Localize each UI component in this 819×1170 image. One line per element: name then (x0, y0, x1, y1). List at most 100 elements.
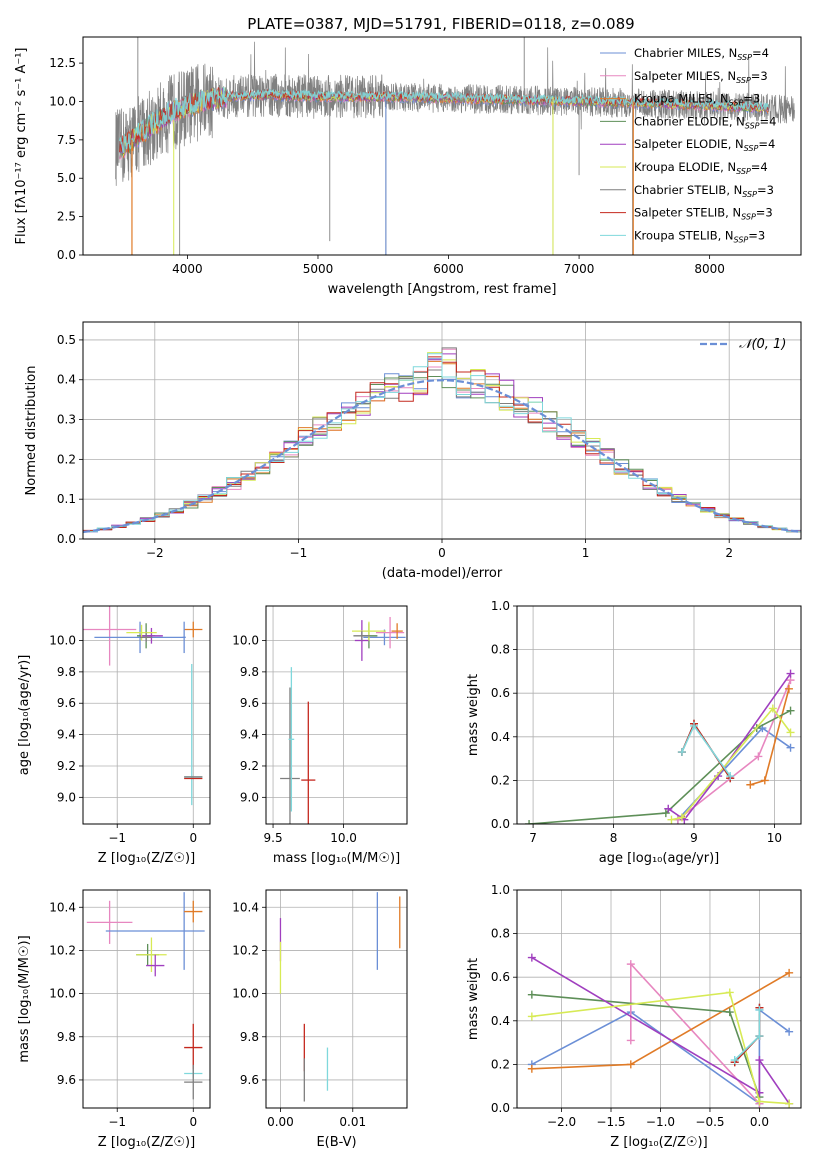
y-tick-label: 9.0 (57, 790, 76, 804)
x-tick-label: 0.01 (339, 1115, 366, 1129)
x-tick-label: 1 (582, 546, 590, 560)
weight-marker (525, 820, 534, 824)
y-axis-label: mass [log₁₀(M/M☉)] (17, 935, 32, 1062)
y-tick-label: 5.0 (57, 171, 76, 185)
y-tick-label: 9.2 (240, 759, 259, 773)
y-tick-label: 9.6 (240, 1073, 259, 1087)
legend-label-suffix: =4 (758, 137, 775, 151)
x-tick-label: −1 (290, 546, 308, 560)
mass_vs_ebv-border (265, 889, 408, 1109)
legend-label-text: Chabrier ELODIE, N (634, 114, 745, 128)
weight-marker (755, 1097, 764, 1106)
legend-label-suffix: =3 (751, 69, 768, 83)
legend-label-sub: SSP (742, 190, 757, 199)
x-tick-label: −1.0 (646, 1115, 675, 1129)
weight-series-line (529, 709, 791, 824)
mass_vs_z-axes: −1 0 9.6 9.8 10.0 10.2 10.4 Z [log₁₀(Z/Z☉)] mass… (17, 890, 210, 1150)
weight-marker (786, 669, 795, 678)
y-tick-label: 9.4 (240, 728, 259, 742)
y-tick-label: 0.0 (57, 248, 76, 262)
age_vs_mass-data (280, 616, 406, 824)
x-tick-label: 10 (767, 831, 782, 845)
x-tick-label: −2 (146, 546, 164, 560)
x-axis-label: (data-model)/error (382, 566, 503, 581)
y-tick-label: 9.8 (240, 665, 259, 679)
y-tick-label: 12.5 (49, 56, 76, 70)
y-tick-label: 0.4 (491, 1014, 510, 1028)
spectrum-data (115, 37, 795, 255)
y-tick-label: 0.4 (491, 730, 510, 744)
x-axis-label: mass [log₁₀(M/M☉)] (273, 851, 400, 866)
y-tick-label: 0.0 (491, 817, 510, 831)
legend-label-sub: SSP (737, 53, 752, 62)
residuals-border (82, 321, 802, 540)
x-tick-label: −1.5 (596, 1115, 625, 1129)
legend-label: Chabrier STELIB, NSSP=3 (634, 183, 774, 199)
legend-label-text: Chabrier MILES, N (634, 46, 737, 60)
weight-marker (730, 1056, 739, 1065)
x-tick-label: 7000 (564, 262, 595, 276)
x-tick-label: 7 (529, 831, 537, 845)
legend-label-sub: SSP (729, 99, 744, 108)
y-tick-label: 0.2 (491, 1057, 510, 1071)
legend-label-text: Salpeter MILES, N (634, 69, 736, 83)
weight-marker (689, 721, 698, 730)
legend-label-sub: SSP (734, 235, 749, 244)
weight-marker (746, 780, 755, 789)
y-tick-label: 1.0 (491, 883, 510, 897)
legend-label-sub: SSP (745, 121, 760, 130)
y-tick-label: 10.0 (232, 987, 259, 1001)
age_vs_mass-border (265, 605, 408, 825)
weight-series-line (531, 991, 790, 1105)
y-tick-label: 0.0 (491, 1101, 510, 1115)
x-tick-label: 9 (690, 831, 698, 845)
x-axis-label: Z [log₁₀(Z/Z☉)] (98, 851, 195, 866)
y-tick-label: 9.2 (57, 759, 76, 773)
legend-label: Kroupa MILES, NSSP=3 (634, 92, 760, 108)
y-tick-label: 0.3 (57, 413, 76, 427)
normal-curve (83, 379, 801, 534)
legend-label-text: Kroupa MILES, N (634, 92, 729, 106)
weight-marker (667, 815, 676, 824)
y-tick-label: 0.6 (491, 970, 510, 984)
weight-marker (786, 728, 795, 737)
x-axis-label: Z [log₁₀(Z/Z☉)] (98, 1135, 195, 1150)
y-tick-label: 10.0 (49, 987, 76, 1001)
weight_vs_age-border (516, 605, 802, 825)
legend-label-text: Kroupa ELODIE, N (634, 160, 736, 174)
y-tick-label: 9.8 (57, 665, 76, 679)
y-tick-label: 9.6 (240, 696, 259, 710)
legend-label: Salpeter MILES, NSSP=3 (634, 69, 768, 85)
x-tick-label: 9.5 (264, 831, 283, 845)
y-tick-label: 0.1 (57, 492, 76, 506)
x-axis-label: Z [log₁₀(Z/Z☉)] (610, 1135, 707, 1150)
y-tick-label: 0.4 (57, 373, 76, 387)
weight-marker (527, 1064, 536, 1073)
x-axis-label: age [log₁₀(age/yr)] (599, 851, 720, 866)
x-tick-label: 0 (438, 546, 446, 560)
y-tick-label: 9.4 (57, 728, 76, 742)
x-tick-label: −1 (108, 1115, 126, 1129)
x-tick-label: 4000 (172, 262, 203, 276)
x-tick-label: 8 (610, 831, 618, 845)
y-tick-label: 10.0 (232, 634, 259, 648)
mass_vs_z-data (86, 892, 205, 1100)
x-axis-label: wavelength [Angstrom, rest frame] (328, 282, 557, 297)
weight-marker (785, 1099, 794, 1108)
weight-marker (726, 772, 735, 781)
legend-label-sub: SSP (741, 213, 756, 222)
weight-marker (786, 706, 795, 715)
weight-series-line (667, 673, 792, 821)
normal-legend-label: 𝒩(0, 1) (739, 337, 786, 352)
weight-marker (661, 809, 670, 818)
weight-marker (677, 813, 686, 822)
x-tick-label: 2 (725, 546, 733, 560)
y-tick-label: 0.6 (491, 686, 510, 700)
legend-label-suffix: =4 (751, 160, 768, 174)
weight-marker (785, 1027, 794, 1036)
legend-label: Salpeter STELIB, NSSP=3 (634, 206, 773, 222)
plots-layer: 4000 5000 6000 7000 80000.02.55.07.510.012.5… (14, 36, 802, 1150)
weight-marker (527, 953, 536, 962)
weight-marker (755, 1032, 764, 1041)
